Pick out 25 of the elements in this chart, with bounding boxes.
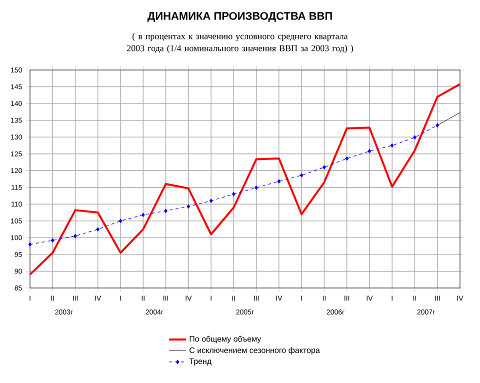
point: [390, 143, 394, 148]
point: [232, 192, 236, 196]
chart-subtitle: ( в процентах к значению условного среднего квартала 2003 года (1/4 номинального значения ВВП за 2003 год) ): [126, 32, 354, 54]
point: [254, 186, 258, 190]
point: [368, 149, 372, 154]
point: [209, 198, 213, 203]
point: [436, 123, 440, 128]
point: [322, 165, 326, 170]
point: [413, 135, 416, 140]
legend-label: По общему объему: [190, 336, 262, 344]
point: [277, 179, 281, 184]
point: [186, 204, 190, 209]
point: [28, 242, 32, 246]
point: [50, 238, 54, 242]
chart-title: ДИНАМИКА ПРОИЗВОДСТВА ВВП: [147, 12, 332, 22]
point: [118, 218, 122, 224]
point: [74, 234, 77, 238]
point: [300, 173, 304, 178]
legend-label: С исключением сезонного фактора: [190, 347, 320, 355]
point: [164, 208, 168, 213]
point: [96, 227, 100, 232]
point: [345, 156, 348, 161]
legend-label: Тренд: [189, 358, 212, 366]
point: [142, 212, 145, 217]
line-series: [29, 83, 461, 276]
